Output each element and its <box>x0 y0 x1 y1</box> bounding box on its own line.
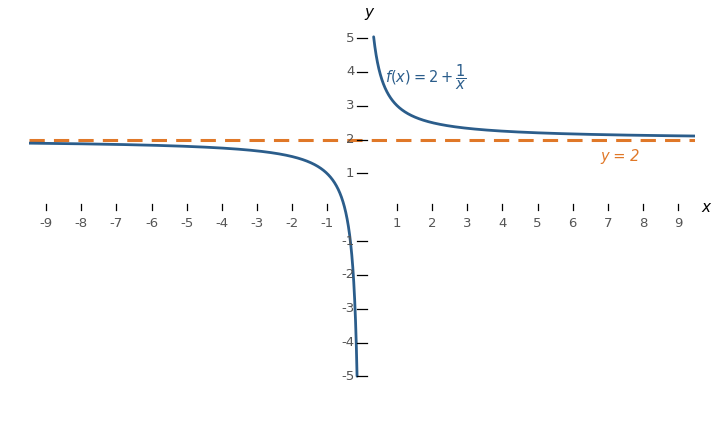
Text: -2: -2 <box>285 217 298 230</box>
Text: $f(x) = 2 + \dfrac{1}{x}$: $f(x) = 2 + \dfrac{1}{x}$ <box>385 62 467 92</box>
Text: 6: 6 <box>569 217 577 230</box>
Text: 1: 1 <box>346 167 354 180</box>
Text: -1: -1 <box>320 217 333 230</box>
Text: 3: 3 <box>346 99 354 112</box>
Text: 9: 9 <box>674 217 682 230</box>
Text: -3: -3 <box>341 302 354 315</box>
Text: -4: -4 <box>215 217 228 230</box>
Text: 3: 3 <box>463 217 472 230</box>
Text: y: y <box>364 5 373 20</box>
Text: -2: -2 <box>341 269 354 281</box>
Text: 5: 5 <box>346 32 354 44</box>
Text: -4: -4 <box>341 336 354 349</box>
Text: 2: 2 <box>428 217 437 230</box>
Text: -5: -5 <box>180 217 194 230</box>
Text: -3: -3 <box>250 217 263 230</box>
Text: x: x <box>701 200 711 215</box>
Text: 1: 1 <box>393 217 402 230</box>
Text: y = 2: y = 2 <box>601 149 640 164</box>
Text: -9: -9 <box>39 217 53 230</box>
Text: 2: 2 <box>346 133 354 146</box>
Text: 7: 7 <box>604 217 612 230</box>
Text: -1: -1 <box>341 235 354 247</box>
Text: -7: -7 <box>110 217 123 230</box>
Text: -8: -8 <box>75 217 88 230</box>
Text: 8: 8 <box>639 217 647 230</box>
Text: 4: 4 <box>346 66 354 78</box>
Text: 5: 5 <box>533 217 542 230</box>
Text: -5: -5 <box>341 370 354 383</box>
Text: -6: -6 <box>145 217 158 230</box>
Text: 4: 4 <box>498 217 507 230</box>
